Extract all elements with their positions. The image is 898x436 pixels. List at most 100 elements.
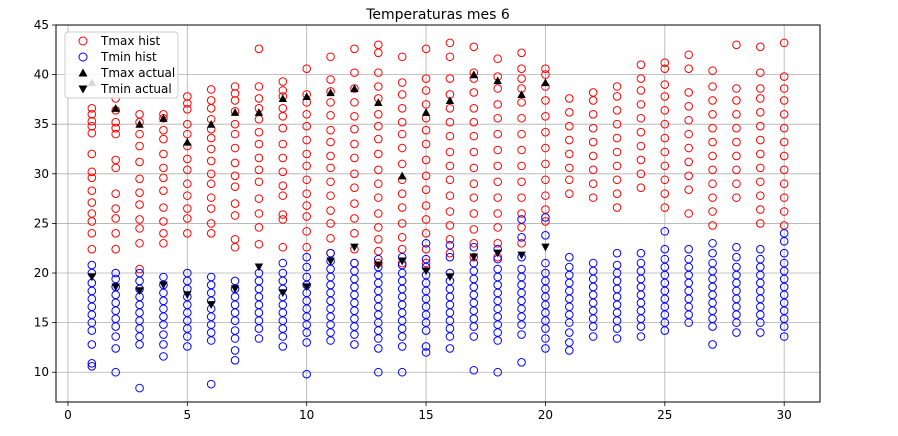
tmax-hist-point bbox=[254, 209, 264, 218]
tmax-hist-point bbox=[469, 238, 479, 248]
tmax-hist-point bbox=[493, 193, 502, 202]
tmax-hist-point bbox=[374, 193, 383, 202]
tmin-hist-point bbox=[565, 252, 574, 262]
tmax-actual-point bbox=[326, 88, 335, 97]
tmax-hist-point bbox=[421, 155, 431, 165]
tmax-hist-point bbox=[541, 143, 550, 153]
tmax-hist-point bbox=[159, 134, 168, 144]
tmax-hist-point bbox=[756, 68, 765, 77]
tmax-hist-point bbox=[756, 191, 765, 200]
tmax-hist-point bbox=[445, 147, 455, 157]
tmin-hist-point bbox=[350, 340, 359, 349]
chart-title: Temperaturas mes 6 bbox=[365, 7, 510, 23]
tmax-hist-point bbox=[374, 68, 383, 77]
tmin-hist-point bbox=[732, 242, 741, 252]
tmax-hist-point bbox=[111, 123, 120, 133]
tmax-hist-point bbox=[708, 66, 717, 75]
tmax-hist-point bbox=[636, 183, 646, 193]
tmax-hist-point bbox=[302, 135, 311, 145]
tmax-hist-point bbox=[278, 191, 288, 200]
tmin-hist-point bbox=[541, 334, 550, 343]
tmax-hist-point bbox=[445, 104, 455, 113]
tmax-hist-point bbox=[421, 215, 431, 224]
tmax-hist-point bbox=[779, 179, 789, 189]
tmin-hist-point bbox=[302, 252, 311, 262]
tmax-hist-point bbox=[254, 127, 264, 137]
tmax-hist-point bbox=[588, 109, 598, 119]
tmax-hist-point bbox=[206, 96, 216, 105]
tmax-hist-point bbox=[684, 88, 693, 97]
tmax-hist-point bbox=[756, 149, 765, 159]
tmin-actual-point bbox=[302, 283, 311, 292]
legend-tmax-hist-label: Tmax hist bbox=[100, 34, 160, 48]
tmax-hist-point bbox=[588, 165, 598, 175]
tmax-hist-point bbox=[756, 94, 765, 103]
tmax-hist-point bbox=[254, 223, 264, 232]
tmax-hist-point bbox=[588, 88, 598, 97]
tmax-actual-point bbox=[469, 70, 479, 79]
tmin-hist-point bbox=[636, 248, 646, 258]
tmax-hist-point bbox=[469, 193, 479, 202]
x-tick-label: 20 bbox=[538, 408, 553, 422]
tmin-hist-point bbox=[159, 330, 168, 339]
tmax-hist-point bbox=[278, 139, 288, 149]
tmin-hist-point bbox=[708, 238, 717, 248]
tmax-hist-point bbox=[612, 161, 622, 171]
tmin-hist-point bbox=[708, 248, 717, 258]
tmax-hist-point bbox=[445, 131, 455, 141]
tmax-hist-point bbox=[517, 145, 526, 155]
tmax-hist-point bbox=[660, 203, 670, 212]
tmax-hist-point bbox=[374, 234, 383, 244]
tmax-hist-point bbox=[374, 40, 383, 50]
tmin-actual-point bbox=[350, 243, 359, 252]
tmax-hist-point bbox=[636, 100, 646, 109]
tmin-hist-point bbox=[206, 272, 216, 282]
tmin-hist-point bbox=[565, 328, 574, 337]
tmax-hist-point bbox=[254, 165, 264, 175]
tmin-hist-point bbox=[111, 332, 120, 341]
tmin-actual-point bbox=[183, 291, 192, 300]
tmin-hist-point bbox=[469, 332, 479, 341]
tmax-actual-point bbox=[517, 90, 526, 99]
tmax-hist-point bbox=[183, 229, 192, 238]
tmin-hist-point bbox=[230, 276, 240, 286]
tmax-hist-point bbox=[374, 149, 383, 159]
tmax-hist-point bbox=[326, 110, 335, 120]
tmax-hist-point bbox=[779, 109, 789, 119]
tmax-hist-point bbox=[541, 127, 550, 137]
tmax-actual-point bbox=[278, 94, 288, 103]
tmax-actual-point bbox=[230, 108, 240, 116]
tmax-hist-point bbox=[684, 209, 693, 218]
tmin-actual-point bbox=[469, 253, 479, 262]
tmax-hist-point bbox=[469, 209, 479, 218]
tmax-hist-point bbox=[612, 82, 622, 91]
tmin-hist-point bbox=[135, 268, 144, 278]
tmax-actual-point bbox=[421, 108, 431, 116]
legend-tmax-hist-marker bbox=[78, 36, 88, 46]
tmin-hist-point bbox=[159, 340, 168, 349]
tmax-hist-point bbox=[135, 109, 144, 119]
tmax-hist-point bbox=[397, 159, 407, 169]
tmax-hist-point bbox=[135, 200, 144, 209]
tmin-hist-point bbox=[302, 272, 311, 282]
tmin-hist-point bbox=[111, 268, 120, 278]
tmax-hist-point bbox=[206, 133, 216, 143]
tmax-hist-point bbox=[541, 159, 550, 169]
tmax-hist-point bbox=[588, 179, 598, 189]
tmax-hist-point bbox=[612, 203, 622, 212]
tmin-hist-point bbox=[421, 348, 431, 357]
tmax-hist-point bbox=[87, 167, 97, 177]
tmax-hist-point bbox=[254, 194, 264, 203]
tmax-hist-point bbox=[541, 64, 550, 73]
tmax-hist-point bbox=[421, 125, 431, 135]
tmax-hist-point bbox=[87, 229, 97, 238]
tmax-hist-point bbox=[230, 211, 240, 220]
tmin-hist-point bbox=[660, 244, 670, 254]
tmax-hist-point bbox=[159, 217, 168, 226]
tmax-hist-point bbox=[469, 117, 479, 127]
tmax-hist-point bbox=[469, 179, 479, 189]
tmax-hist-point bbox=[87, 109, 97, 119]
tmax-hist-point bbox=[230, 182, 240, 192]
tmax-actual-point bbox=[397, 171, 407, 180]
tmin-hist-point bbox=[469, 242, 479, 252]
